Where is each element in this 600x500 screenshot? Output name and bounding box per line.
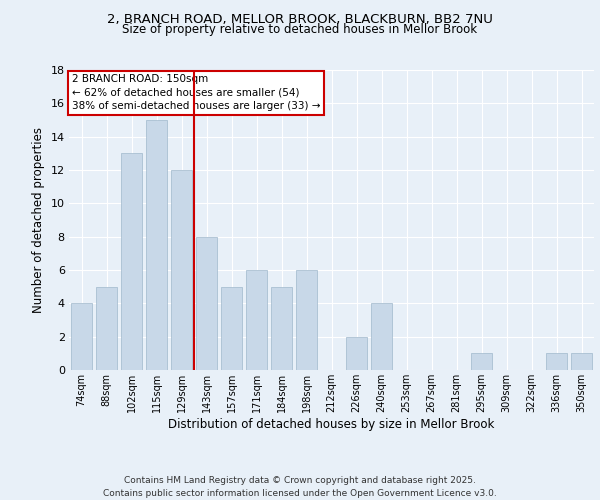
Bar <box>271 286 292 370</box>
Bar <box>546 354 567 370</box>
Text: Size of property relative to detached houses in Mellor Brook: Size of property relative to detached ho… <box>122 22 478 36</box>
Bar <box>296 270 317 370</box>
Bar <box>571 354 592 370</box>
X-axis label: Distribution of detached houses by size in Mellor Brook: Distribution of detached houses by size … <box>169 418 494 430</box>
Bar <box>96 286 117 370</box>
Bar <box>221 286 242 370</box>
Bar <box>171 170 192 370</box>
Text: 2, BRANCH ROAD, MELLOR BROOK, BLACKBURN, BB2 7NU: 2, BRANCH ROAD, MELLOR BROOK, BLACKBURN,… <box>107 12 493 26</box>
Text: 2 BRANCH ROAD: 150sqm
← 62% of detached houses are smaller (54)
38% of semi-deta: 2 BRANCH ROAD: 150sqm ← 62% of detached … <box>71 74 320 111</box>
Bar <box>196 236 217 370</box>
Bar <box>346 336 367 370</box>
Bar <box>121 154 142 370</box>
Bar <box>471 354 492 370</box>
Text: Contains HM Land Registry data © Crown copyright and database right 2025.
Contai: Contains HM Land Registry data © Crown c… <box>103 476 497 498</box>
Y-axis label: Number of detached properties: Number of detached properties <box>32 127 45 313</box>
Bar <box>71 304 92 370</box>
Bar <box>371 304 392 370</box>
Bar <box>146 120 167 370</box>
Bar <box>246 270 267 370</box>
